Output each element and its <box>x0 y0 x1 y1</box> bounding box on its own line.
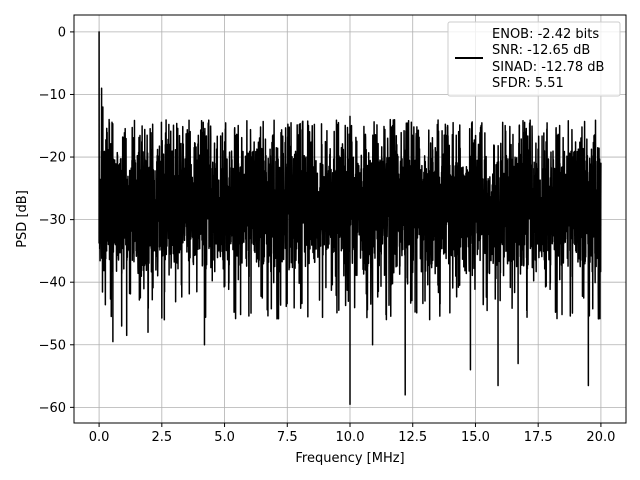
y-axis-label: PSD [dB] <box>15 190 30 248</box>
legend-line-sfdr: SFDR: 5.51 <box>492 76 564 91</box>
y-tick-label: −50 <box>39 338 66 353</box>
y-tick-label: −60 <box>39 401 66 416</box>
y-tick-label: −20 <box>39 151 66 166</box>
x-tick-label: 17.5 <box>524 430 553 445</box>
plot-area <box>98 31 602 405</box>
x-tick-label: 10.0 <box>336 430 365 445</box>
y-tick-label: −10 <box>39 88 66 103</box>
legend-line-snr: SNR: -12.65 dB <box>492 43 590 58</box>
x-axis-label: Frequency [MHz] <box>295 451 404 466</box>
legend-line-enob: ENOB: -2.42 bits <box>492 27 599 42</box>
y-tick-label: −30 <box>39 213 66 228</box>
x-tick-label: 2.5 <box>151 430 172 445</box>
x-axis-ticks: 0.0 2.5 5.0 7.5 10.0 12.5 15.0 17.5 20.0 <box>89 423 615 445</box>
x-tick-label: 12.5 <box>398 430 427 445</box>
y-axis-ticks: 0 −10 −20 −30 −40 −50 −60 <box>39 25 74 416</box>
y-tick-label: −40 <box>39 276 66 291</box>
x-tick-label: 7.5 <box>277 430 298 445</box>
x-tick-label: 0.0 <box>89 430 110 445</box>
legend-box <box>447 21 621 97</box>
x-tick-label: 15.0 <box>461 430 490 445</box>
x-tick-label: 20.0 <box>586 430 615 445</box>
legend: ENOB: -2.42 bits SNR: -12.65 dB SINAD: -… <box>447 21 621 97</box>
x-tick-label: 5.0 <box>214 430 235 445</box>
psd-series-line <box>98 31 602 405</box>
y-tick-label: 0 <box>58 25 66 40</box>
legend-line-sinad: SINAD: -12.78 dB <box>492 60 604 75</box>
